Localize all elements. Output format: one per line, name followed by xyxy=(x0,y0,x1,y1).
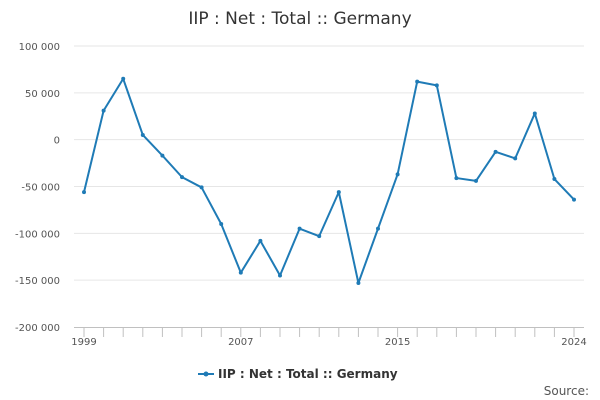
chart-title: IIP : Net : Total :: Germany xyxy=(188,9,411,29)
x-tick-label: 2007 xyxy=(228,337,253,348)
data-point xyxy=(317,234,322,239)
data-point xyxy=(513,156,518,161)
data-point xyxy=(376,226,380,231)
y-tick-label: -50 000 xyxy=(21,183,60,194)
data-point xyxy=(572,197,576,202)
y-tick-label: 0 xyxy=(54,136,60,147)
x-axis: 1999 2007 2015 2024 xyxy=(71,327,587,348)
data-point xyxy=(552,177,557,182)
data-point xyxy=(454,176,459,181)
y-tick-label: -200 000 xyxy=(15,323,60,334)
data-point xyxy=(415,79,420,84)
x-tick-label: 1999 xyxy=(71,337,96,348)
legend-marker-swatch xyxy=(203,371,209,377)
data-point xyxy=(219,221,224,226)
data-point xyxy=(238,270,243,275)
series-layer xyxy=(82,76,576,285)
data-point xyxy=(474,178,478,183)
data-point xyxy=(356,280,361,285)
data-point xyxy=(278,273,282,278)
y-tick-label: 50 000 xyxy=(25,89,60,100)
x-tick-label: 2024 xyxy=(561,337,586,348)
y-tick-label: -100 000 xyxy=(15,229,60,240)
y-tick-label: -150 000 xyxy=(15,276,60,287)
data-point xyxy=(180,175,184,180)
data-point xyxy=(258,238,263,243)
data-point xyxy=(121,76,126,81)
data-point xyxy=(532,111,537,116)
series-line xyxy=(83,77,575,284)
x-tick-label: 2015 xyxy=(385,337,410,348)
data-point xyxy=(140,132,145,137)
data-point xyxy=(434,83,439,88)
data-point xyxy=(395,172,400,177)
source-label: Source: xyxy=(544,384,589,398)
data-point xyxy=(336,190,341,195)
legend-label: IIP : Net : Total :: Germany xyxy=(218,367,398,381)
data-point xyxy=(493,149,498,154)
data-point xyxy=(82,190,86,195)
grid-lines xyxy=(74,45,584,281)
data-point xyxy=(199,185,204,190)
data-point xyxy=(160,153,165,158)
y-axis-ticks: 100 000 50 000 0 -50 000 -100 000 -150 000 -20… xyxy=(15,42,60,334)
legend[interactable]: IIP : Net : Total :: Germany xyxy=(198,367,398,381)
data-point xyxy=(101,108,106,113)
data-point xyxy=(297,226,302,231)
y-tick-label: 100 000 xyxy=(19,42,60,53)
